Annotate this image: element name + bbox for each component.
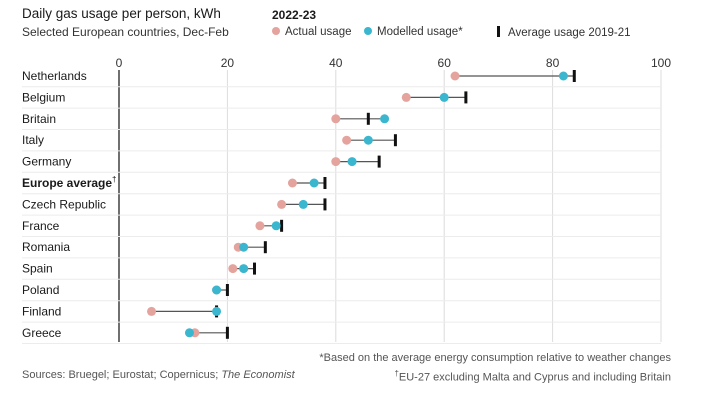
actual-dot	[331, 114, 341, 124]
modelled-dot	[558, 71, 568, 81]
category-label: Germany	[22, 155, 71, 169]
modelled-dot	[380, 114, 390, 124]
modelled-dot	[184, 328, 194, 338]
average-marker	[323, 198, 327, 211]
modelled-dot	[363, 135, 373, 145]
average-marker	[366, 112, 370, 125]
average-marker	[572, 70, 576, 82]
modelled-dot	[298, 199, 308, 209]
category-label: France	[22, 219, 60, 233]
category-label: Poland	[22, 283, 59, 297]
x-tick-label: 0	[116, 56, 123, 70]
category-label: Romania	[22, 240, 70, 254]
actual-dot	[401, 92, 411, 102]
actual-dot	[255, 221, 265, 231]
actual-dot-icon	[272, 27, 280, 35]
actual-dot	[228, 264, 238, 274]
legend-item-actual: Actual usage	[272, 26, 352, 38]
average-marker	[225, 284, 229, 296]
source-prefix: Sources: Bruegel; Eurostat; Copernicus;	[22, 369, 219, 381]
modelled-dot	[239, 242, 249, 252]
modelled-dot	[309, 178, 319, 188]
chart-title: Daily gas usage per person, kWh	[22, 6, 221, 21]
category-label: Czech Republic	[22, 197, 106, 211]
legend-label-actual: Actual usage	[285, 26, 352, 38]
average-marker	[393, 134, 397, 147]
x-tick-label: 80	[546, 56, 560, 70]
x-tick-label: 20	[221, 56, 235, 70]
average-marker	[464, 91, 468, 104]
category-label: Netherlands	[22, 69, 87, 83]
actual-dot	[450, 71, 460, 81]
legend-label-average: Average usage 2019-21	[508, 27, 631, 39]
average-marker	[225, 326, 229, 339]
modelled-dot	[271, 221, 281, 231]
category-label: Europe average†	[22, 175, 117, 190]
legend-item-modelled: Modelled usage*	[364, 26, 463, 38]
actual-dot	[287, 178, 297, 188]
category-label: Belgium	[22, 90, 65, 104]
category-label: Spain	[22, 262, 53, 276]
actual-dot	[342, 135, 352, 145]
modelled-dot-icon	[364, 27, 372, 35]
footnote-dagger: †	[394, 369, 399, 378]
x-tick-label: 100	[651, 56, 671, 70]
legend-label-modelled: Modelled usage*	[377, 26, 463, 38]
modelled-dot	[212, 285, 222, 295]
category-label: Italy	[22, 133, 44, 147]
source-note: Sources: Bruegel; Eurostat; Copernicus; …	[22, 369, 295, 381]
chart-subtitle: Selected European countries, Dec-Feb	[22, 25, 229, 39]
dagger-mark: †	[112, 175, 116, 184]
average-marker	[263, 241, 267, 254]
category-label: Greece	[22, 326, 62, 340]
modelled-dot	[239, 264, 249, 274]
actual-dot	[147, 306, 157, 316]
modelled-dot	[347, 157, 357, 167]
footnote-europe-text: EU-27 excluding Malta and Cyprus and inc…	[398, 371, 671, 384]
modelled-dot	[439, 92, 449, 102]
average-marker	[253, 262, 256, 275]
x-tick-label: 60	[438, 56, 452, 70]
x-tick-label: 40	[329, 56, 343, 70]
modelled-dot	[212, 306, 222, 316]
actual-dot	[331, 157, 341, 167]
category-label: Britain	[22, 112, 56, 126]
average-marker	[323, 177, 327, 189]
source-publication: The Economist	[221, 369, 295, 381]
footnote-europe: †EU-27 excluding Malta and Cyprus and in…	[394, 369, 671, 384]
actual-dot	[277, 199, 287, 209]
legend-title: 2022-23	[272, 8, 317, 22]
legend-item-average: Average usage 2019-21	[497, 26, 631, 39]
average-bar-icon	[497, 26, 500, 37]
average-marker	[377, 155, 381, 168]
average-marker	[280, 219, 284, 232]
category-label: Finland	[22, 304, 61, 318]
footnote-modelled: *Based on the average energy consumption…	[319, 352, 671, 364]
